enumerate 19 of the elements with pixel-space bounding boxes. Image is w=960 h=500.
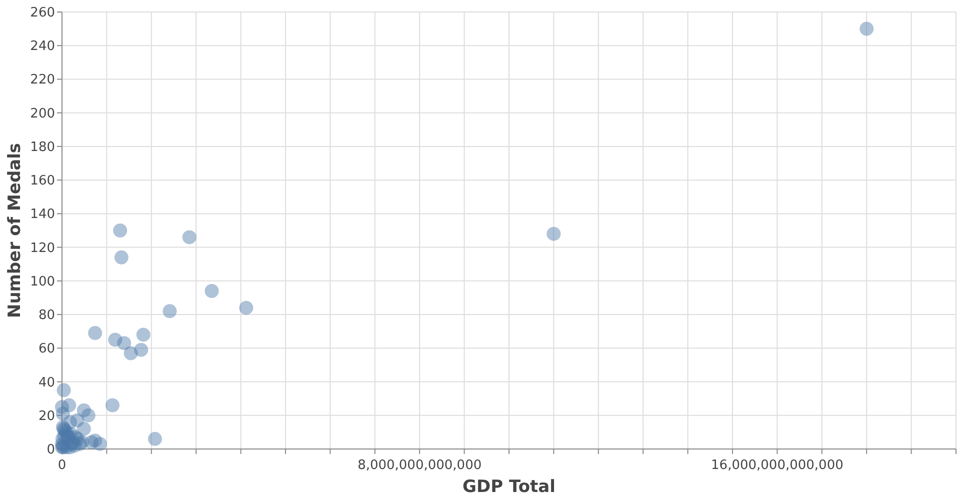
y-tick-label: 20: [38, 408, 55, 424]
y-tick-label: 100: [30, 274, 55, 290]
x-tick-label: 8,000,000,000,000: [358, 458, 482, 473]
y-tick-label: 60: [38, 342, 55, 357]
y-tick-label: 220: [30, 72, 55, 88]
y-tick-label: 260: [30, 6, 55, 20]
y-axis-title: Number of Medals: [5, 142, 25, 318]
x-axis-title: GDP Total: [462, 477, 556, 497]
y-tick-label: 180: [30, 140, 55, 155]
y-tick-label: 120: [30, 240, 55, 256]
y-tick-label: 240: [30, 39, 55, 54]
y-tick-label: 0: [46, 442, 55, 458]
x-tick-label: 16,000,000,000,000: [711, 458, 844, 473]
y-tick-label: 140: [30, 207, 55, 222]
y-tick-label: 80: [38, 308, 55, 324]
y-tick-label: 40: [38, 375, 55, 390]
y-tick-label: 160: [30, 174, 55, 189]
x-tick-label: 0: [58, 458, 66, 473]
y-tick-label: 200: [30, 106, 55, 122]
